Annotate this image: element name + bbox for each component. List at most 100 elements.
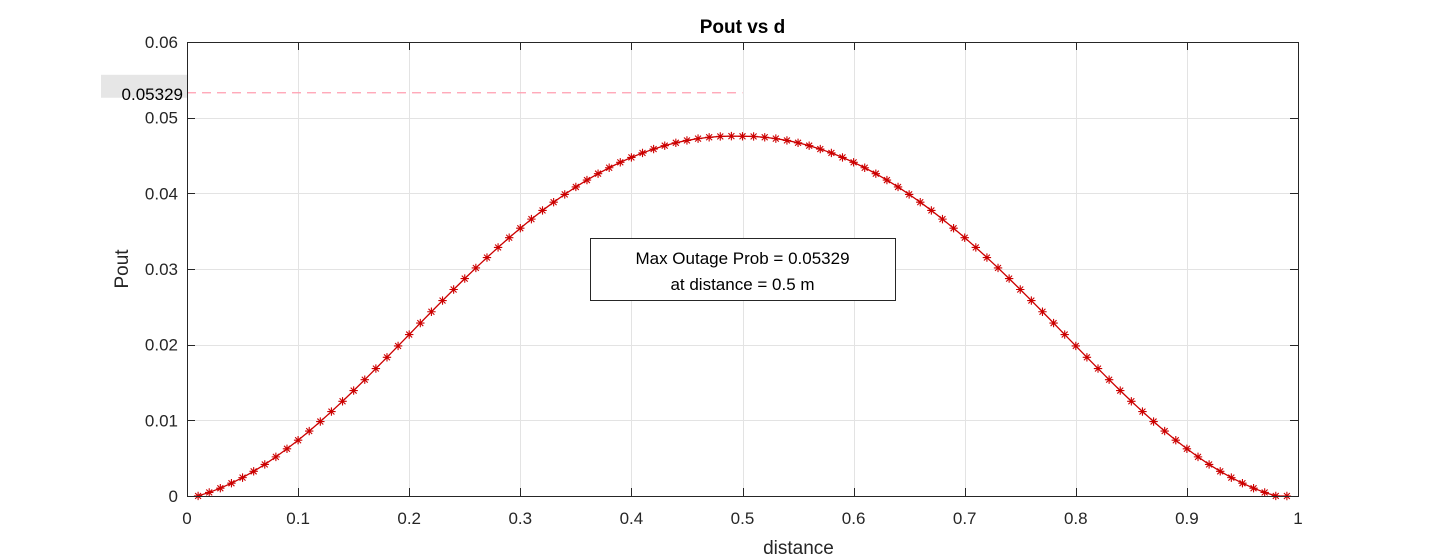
data-point-marker	[1093, 364, 1103, 373]
data-point-marker	[660, 141, 669, 150]
data-point-marker	[782, 136, 792, 145]
data-point-marker	[1238, 479, 1247, 488]
data-point-marker	[249, 467, 258, 476]
data-point-marker	[949, 224, 958, 233]
data-point-marker	[893, 182, 903, 192]
y-tick-label: 0.06	[145, 33, 178, 52]
data-point-marker	[1004, 274, 1014, 283]
y-axis-label: Pout	[112, 249, 133, 289]
data-point-marker	[271, 452, 281, 462]
data-point-marker	[516, 224, 525, 233]
tick-marks	[187, 42, 1299, 497]
x-tick-label: 1	[1293, 509, 1302, 528]
data-point-marker	[1193, 452, 1203, 462]
data-point-marker	[1271, 491, 1280, 501]
data-point-marker	[793, 138, 803, 147]
data-point-marker	[460, 274, 469, 283]
data-point-marker	[604, 163, 614, 172]
data-point-marker	[771, 134, 781, 143]
data-point-marker	[838, 153, 847, 162]
data-point-marker	[860, 163, 869, 172]
reference-label-highlight	[101, 74, 187, 98]
x-tick-label: 0.8	[1064, 509, 1088, 528]
x-axis-label: distance	[763, 538, 834, 559]
x-tick-label: 0.3	[508, 509, 532, 528]
data-point-marker	[1204, 460, 1214, 469]
data-point-marker	[704, 133, 714, 142]
data-point-marker	[471, 263, 481, 273]
x-tick-label: 0.2	[397, 509, 421, 528]
y-tick-label: 0	[169, 487, 178, 506]
data-point-marker	[693, 134, 703, 143]
x-tick-label: 0	[182, 509, 191, 528]
annotation-line-1: Max Outage Prob = 0.05329	[635, 249, 849, 268]
x-tick-label: 0.9	[1175, 509, 1199, 528]
data-point-marker	[960, 233, 969, 242]
data-point-marker	[849, 158, 858, 167]
data-point-marker	[504, 233, 514, 242]
data-point-marker	[804, 141, 814, 150]
data-point-marker	[593, 169, 603, 178]
data-point-marker	[582, 175, 592, 185]
data-point-marker	[827, 148, 836, 158]
data-point-marker	[1138, 407, 1147, 416]
data-point-marker	[871, 169, 881, 178]
data-point-marker	[816, 144, 825, 154]
series-group	[193, 131, 1292, 501]
x-tick-label: 0.4	[620, 509, 644, 528]
data-point-marker	[1216, 467, 1225, 476]
y-tick-label: 0.04	[145, 184, 178, 203]
data-point-marker	[1127, 397, 1136, 406]
data-point-marker	[671, 138, 681, 147]
data-point-marker	[260, 460, 269, 469]
data-point-marker	[216, 484, 225, 493]
data-point-marker	[449, 285, 458, 294]
data-point-marker	[749, 132, 758, 141]
data-point-marker	[227, 479, 236, 488]
data-point-marker	[205, 488, 214, 497]
y-tick-label: 0.03	[145, 260, 178, 279]
x-tick-label: 0.5	[731, 509, 755, 528]
data-point-marker	[1016, 285, 1025, 294]
data-point-marker	[293, 436, 303, 445]
data-point-marker	[438, 296, 447, 305]
data-point-marker	[405, 330, 414, 339]
data-point-marker	[493, 243, 503, 252]
data-point-marker	[1260, 488, 1269, 497]
data-point-marker	[882, 175, 892, 185]
data-point-marker	[1071, 341, 1080, 351]
y-tick-labels: 0 0.01 0.02 0.03 0.04 0.05 0.06	[145, 33, 178, 506]
y-tick-label: 0.05	[145, 109, 178, 128]
data-point-marker	[1082, 353, 1092, 362]
data-point-marker	[649, 144, 658, 154]
x-tick-label: 0.6	[842, 509, 866, 528]
data-point-marker	[904, 190, 914, 199]
data-point-marker	[360, 375, 369, 384]
data-point-marker	[616, 158, 625, 167]
data-point-marker	[927, 206, 936, 215]
data-point-marker	[327, 407, 336, 416]
x-tick-labels: 0 0.1 0.2 0.3 0.4 0.5 0.6 0.7 0.8 0.9 1	[182, 509, 1302, 528]
data-point-marker	[316, 417, 325, 426]
data-point-marker	[1116, 386, 1125, 395]
annotation-box: Max Outage Prob = 0.05329 at distance = …	[590, 238, 896, 301]
data-point-marker	[1171, 436, 1180, 445]
data-point-marker	[1149, 417, 1158, 426]
data-point-marker	[971, 243, 981, 252]
data-point-marker	[1249, 484, 1258, 493]
data-point-marker	[393, 341, 403, 351]
data-point-marker	[738, 132, 747, 141]
data-point-marker	[682, 136, 692, 145]
x-tick-label: 0.1	[286, 509, 310, 528]
data-point-marker	[238, 473, 247, 482]
data-point-marker	[1182, 444, 1192, 453]
data-point-marker	[282, 444, 292, 453]
x-tick-label: 0.7	[953, 509, 977, 528]
data-point-marker	[716, 132, 725, 141]
data-point-marker	[916, 197, 925, 207]
data-point-marker	[338, 397, 347, 406]
data-point-marker	[382, 353, 392, 362]
data-point-marker	[1104, 375, 1114, 384]
annotation-border	[590, 238, 896, 301]
